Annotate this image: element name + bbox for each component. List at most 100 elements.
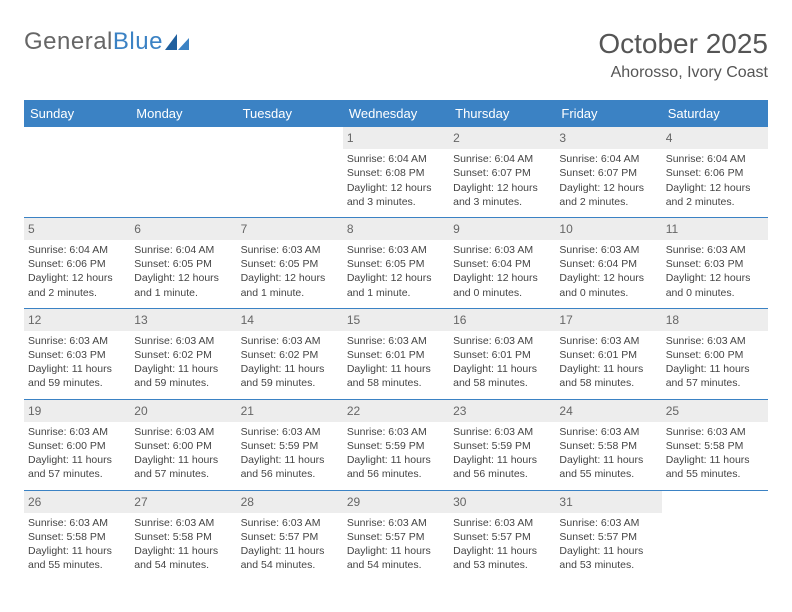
day-info-line: Sunset: 6:00 PM [28,439,126,453]
day-info-line: Daylight: 12 hours and 2 minutes. [28,271,126,299]
day-info-line: Sunrise: 6:03 AM [347,516,445,530]
day-info-line: Daylight: 11 hours and 53 minutes. [559,544,657,572]
day-number [24,127,130,149]
day-info-line: Daylight: 12 hours and 0 minutes. [453,271,551,299]
calendar-day-cell: 14Sunrise: 6:03 AMSunset: 6:02 PMDayligh… [237,308,343,399]
day-info-line: Sunrise: 6:04 AM [559,152,657,166]
day-info-line: Sunset: 5:59 PM [453,439,551,453]
calendar-day-cell: 27Sunrise: 6:03 AMSunset: 5:58 PMDayligh… [130,490,236,580]
day-info-line: Sunset: 5:57 PM [559,530,657,544]
day-number: 2 [449,127,555,149]
calendar-day-cell: 11Sunrise: 6:03 AMSunset: 6:03 PMDayligh… [662,217,768,308]
calendar-table: Sunday Monday Tuesday Wednesday Thursday… [24,100,768,580]
day-number: 28 [237,491,343,513]
calendar-day-cell: 24Sunrise: 6:03 AMSunset: 5:58 PMDayligh… [555,399,661,490]
calendar-day-cell: 15Sunrise: 6:03 AMSunset: 6:01 PMDayligh… [343,308,449,399]
day-info-line: Daylight: 12 hours and 1 minute. [134,271,232,299]
day-info-line: Daylight: 11 hours and 57 minutes. [666,362,764,390]
day-info-line: Sunset: 5:57 PM [347,530,445,544]
day-info-line: Daylight: 11 hours and 54 minutes. [134,544,232,572]
day-info-line: Sunset: 6:05 PM [347,257,445,271]
day-info-line: Sunset: 6:07 PM [559,166,657,180]
calendar-day-cell: 6Sunrise: 6:04 AMSunset: 6:05 PMDaylight… [130,217,236,308]
day-info-line: Daylight: 11 hours and 55 minutes. [28,544,126,572]
calendar-day-cell: 10Sunrise: 6:03 AMSunset: 6:04 PMDayligh… [555,217,661,308]
day-info-line: Sunrise: 6:03 AM [347,334,445,348]
calendar-day-cell: 12Sunrise: 6:03 AMSunset: 6:03 PMDayligh… [24,308,130,399]
calendar-day-cell: 8Sunrise: 6:03 AMSunset: 6:05 PMDaylight… [343,217,449,308]
weekday-header-row: Sunday Monday Tuesday Wednesday Thursday… [24,101,768,127]
calendar-week-row: 12Sunrise: 6:03 AMSunset: 6:03 PMDayligh… [24,308,768,399]
day-info-line: Sunset: 6:03 PM [666,257,764,271]
calendar-week-row: 19Sunrise: 6:03 AMSunset: 6:00 PMDayligh… [24,399,768,490]
day-info-line: Sunrise: 6:04 AM [134,243,232,257]
weekday-header: Wednesday [343,101,449,127]
day-number [237,127,343,149]
calendar-day-cell: 2Sunrise: 6:04 AMSunset: 6:07 PMDaylight… [449,127,555,218]
day-number: 31 [555,491,661,513]
day-info-line: Sunset: 6:01 PM [559,348,657,362]
day-info-line: Daylight: 11 hours and 55 minutes. [666,453,764,481]
day-info-line: Sunrise: 6:03 AM [666,334,764,348]
calendar-day-cell: 26Sunrise: 6:03 AMSunset: 5:58 PMDayligh… [24,490,130,580]
day-info-line: Daylight: 11 hours and 58 minutes. [453,362,551,390]
day-info-line: Sunrise: 6:03 AM [28,425,126,439]
day-number: 5 [24,218,130,240]
logo-sail-icon [165,32,191,52]
day-number: 1 [343,127,449,149]
day-number: 19 [24,400,130,422]
day-info-line: Sunrise: 6:03 AM [28,516,126,530]
day-info-line: Daylight: 11 hours and 57 minutes. [28,453,126,481]
day-number: 3 [555,127,661,149]
day-info-line: Sunset: 6:03 PM [28,348,126,362]
day-info-line: Sunrise: 6:03 AM [559,516,657,530]
calendar-day-cell: 13Sunrise: 6:03 AMSunset: 6:02 PMDayligh… [130,308,236,399]
day-info-line: Daylight: 11 hours and 59 minutes. [241,362,339,390]
day-number: 10 [555,218,661,240]
weekday-header: Thursday [449,101,555,127]
day-number: 16 [449,309,555,331]
weekday-header: Sunday [24,101,130,127]
day-info-line: Sunset: 6:05 PM [134,257,232,271]
calendar-day-cell: 20Sunrise: 6:03 AMSunset: 6:00 PMDayligh… [130,399,236,490]
calendar-day-cell: 19 Sunrise: 6:03 AMSunset: 6:00 PMDayligh… [24,399,130,490]
day-info-line: Daylight: 11 hours and 59 minutes. [134,362,232,390]
day-number [130,127,236,149]
day-info-line: Daylight: 11 hours and 59 minutes. [28,362,126,390]
day-info-line: Sunset: 5:58 PM [666,439,764,453]
calendar-day-cell: 18Sunrise: 6:03 AMSunset: 6:00 PMDayligh… [662,308,768,399]
calendar-week-row: 1Sunrise: 6:04 AMSunset: 6:08 PMDaylight… [24,127,768,218]
day-info-line: Sunset: 6:02 PM [134,348,232,362]
calendar-day-cell: 28Sunrise: 6:03 AMSunset: 5:57 PMDayligh… [237,490,343,580]
day-info-line: Sunrise: 6:03 AM [134,516,232,530]
day-number: 29 [343,491,449,513]
day-number: 15 [343,309,449,331]
day-info-line: Sunset: 6:06 PM [28,257,126,271]
day-info-line: Sunrise: 6:03 AM [453,334,551,348]
day-info-line: Daylight: 11 hours and 58 minutes. [559,362,657,390]
day-number: 25 [662,400,768,422]
calendar-day-cell: 7Sunrise: 6:03 AMSunset: 6:05 PMDaylight… [237,217,343,308]
day-info-line: Daylight: 12 hours and 2 minutes. [559,181,657,209]
calendar-week-row: 26Sunrise: 6:03 AMSunset: 5:58 PMDayligh… [24,490,768,580]
calendar-day-cell: 3 Sunrise: 6:04 AMSunset: 6:07 PMDaylight… [555,127,661,218]
day-info-line: Sunset: 6:00 PM [134,439,232,453]
day-info-line: Daylight: 12 hours and 0 minutes. [666,271,764,299]
day-info-line: Sunrise: 6:03 AM [666,243,764,257]
day-info-line: Sunrise: 6:04 AM [666,152,764,166]
day-info-line: Daylight: 12 hours and 1 minute. [347,271,445,299]
day-number: 13 [130,309,236,331]
day-number: 18 [662,309,768,331]
day-info-line: Daylight: 11 hours and 54 minutes. [347,544,445,572]
day-info-line: Sunrise: 6:03 AM [453,516,551,530]
day-number: 27 [130,491,236,513]
day-info-line: Sunrise: 6:03 AM [666,425,764,439]
brand-part2: Blue [113,28,163,56]
day-info-line: Sunset: 5:58 PM [559,439,657,453]
weekday-header: Saturday [662,101,768,127]
header: GeneralBlue October 2025 Ahorosso, Ivory… [24,28,768,82]
day-info-line: Daylight: 12 hours and 3 minutes. [347,181,445,209]
day-info-line: Sunset: 6:07 PM [453,166,551,180]
weekday-header: Monday [130,101,236,127]
calendar-day-cell: 4Sunrise: 6:04 AMSunset: 6:06 PMDaylight… [662,127,768,218]
